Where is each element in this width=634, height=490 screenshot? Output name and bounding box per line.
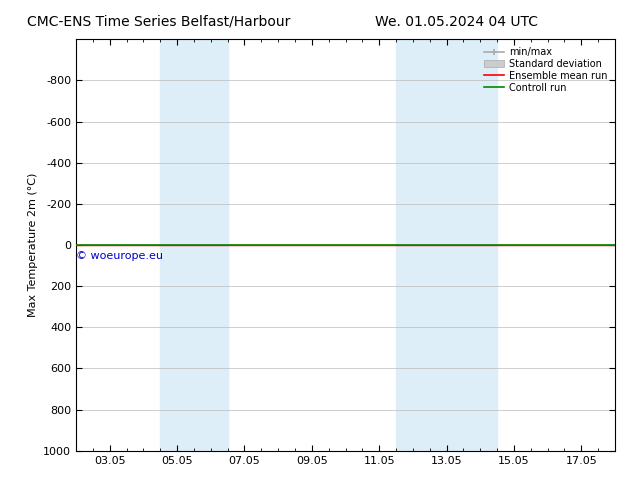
Text: We. 01.05.2024 04 UTC: We. 01.05.2024 04 UTC bbox=[375, 15, 538, 29]
Bar bbox=[430, 39, 497, 451]
Bar bbox=[396, 39, 430, 451]
Legend: min/max, Standard deviation, Ensemble mean run, Controll run: min/max, Standard deviation, Ensemble me… bbox=[481, 44, 610, 96]
Y-axis label: Max Temperature 2m (°C): Max Temperature 2m (°C) bbox=[28, 173, 37, 317]
Bar bbox=[160, 39, 194, 451]
Text: CMC-ENS Time Series Belfast/Harbour: CMC-ENS Time Series Belfast/Harbour bbox=[27, 15, 290, 29]
Bar bbox=[194, 39, 228, 451]
Text: © woeurope.eu: © woeurope.eu bbox=[76, 251, 163, 261]
